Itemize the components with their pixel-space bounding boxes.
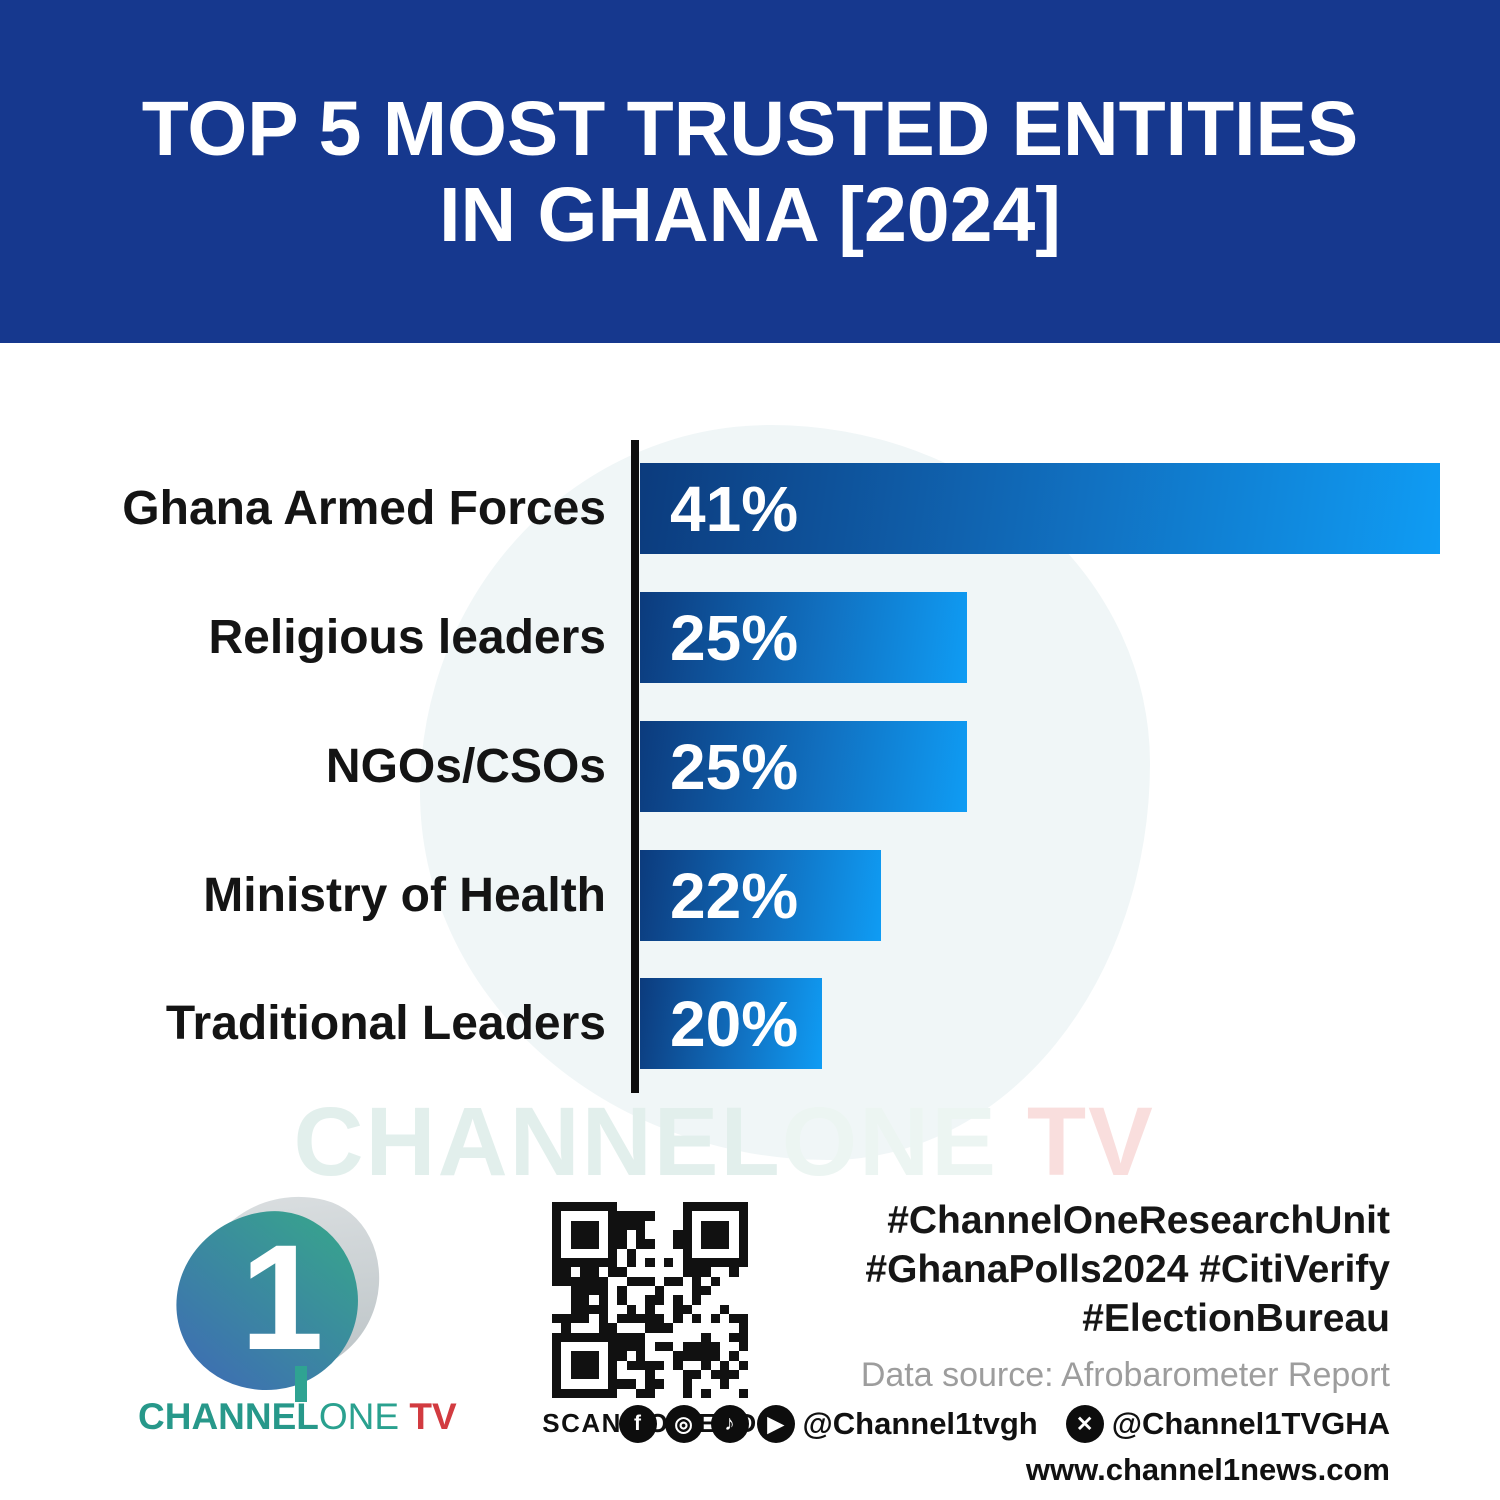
bar-ministry-of-health: 22% [640, 850, 881, 941]
tiktok-icon: ♪ [710, 1405, 749, 1443]
bar-value-ministry-of-health: 22% [670, 859, 799, 932]
youtube-icon: ▶ [756, 1405, 795, 1443]
bar-ngos-csos: 25% [640, 721, 967, 812]
bar-label-traditional-leaders: Traditional Leaders [165, 997, 606, 1050]
watermark-channel: CHANNEL [293, 1087, 782, 1196]
watermark-one: ONE [781, 1087, 998, 1196]
footer-right-column: #ChannelOneResearchUnit #GhanaPolls2024 … [618, 1196, 1390, 1488]
bar-traditional-leaders: 20% [640, 978, 822, 1069]
instagram-icon: ◎ [664, 1405, 703, 1443]
bar-label-ghana-armed-forces: Ghana Armed Forces [122, 482, 606, 535]
logo-wordmark: CHANNELONE TV [138, 1396, 457, 1438]
bar-label-ministry-of-health: Ministry of Health [203, 869, 606, 922]
header-banner: TOP 5 MOST TRUSTED ENTITIES IN GHANA [20… [0, 0, 1500, 343]
data-source-text: Data source: Afrobarometer Report [860, 1356, 1390, 1394]
page-title-line1: TOP 5 MOST TRUSTED ENTITIES [141, 85, 1359, 172]
hashtags-block: #ChannelOneResearchUnit #GhanaPolls2024 … [865, 1196, 1390, 1343]
wordmark-tv: TV [399, 1396, 457, 1437]
bar-value-traditional-leaders: 20% [670, 987, 799, 1060]
watermark-tv: TV [997, 1087, 1155, 1196]
hashtag-line2: #GhanaPolls2024 #CitiVerify [865, 1248, 1390, 1291]
wordmark-channel: CHANNEL [138, 1396, 319, 1437]
bar-value-ngos-csos: 25% [670, 730, 799, 803]
bar-religious-leaders: 25% [640, 592, 967, 683]
page-title-line2: IN GHANA [2024] [439, 171, 1061, 258]
qr-code [552, 1202, 748, 1398]
wordmark-one: ONE [318, 1396, 400, 1437]
bar-label-ngos-csos: NGOs/CSOs [325, 740, 606, 793]
social-handle-main: @Channel1tvgh [802, 1406, 1038, 1441]
bar-value-ghana-armed-forces: 41% [670, 472, 799, 545]
logo-digit-tail [295, 1366, 307, 1402]
social-row: f ◎ ♪ ▶ @Channel1tvgh ✕ @Channel1TVGHA [618, 1405, 1390, 1443]
hashtag-line3: #ElectionBureau [1082, 1297, 1390, 1340]
channel-one-watermark: CHANNELONE TV [294, 1086, 1155, 1198]
x-icon: ✕ [1065, 1405, 1104, 1443]
hashtag-line1: #ChannelOneResearchUnit [887, 1199, 1390, 1242]
bar-ghana-armed-forces: 41% [640, 463, 1440, 554]
facebook-icon: f [618, 1405, 657, 1443]
logo-digit-one: 1 [240, 1213, 324, 1381]
bar-label-religious-leaders: Religious leaders [208, 611, 606, 664]
website-url: www.channel1news.com [1025, 1452, 1390, 1487]
bar-value-religious-leaders: 25% [670, 601, 799, 674]
chart-axis-line [631, 440, 639, 1093]
social-handle-x: @Channel1TVGHA [1111, 1406, 1390, 1441]
